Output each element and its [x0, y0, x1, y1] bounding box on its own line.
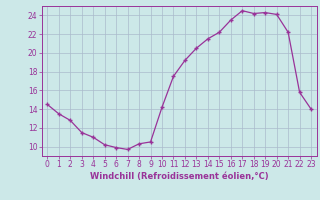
X-axis label: Windchill (Refroidissement éolien,°C): Windchill (Refroidissement éolien,°C)	[90, 172, 268, 181]
